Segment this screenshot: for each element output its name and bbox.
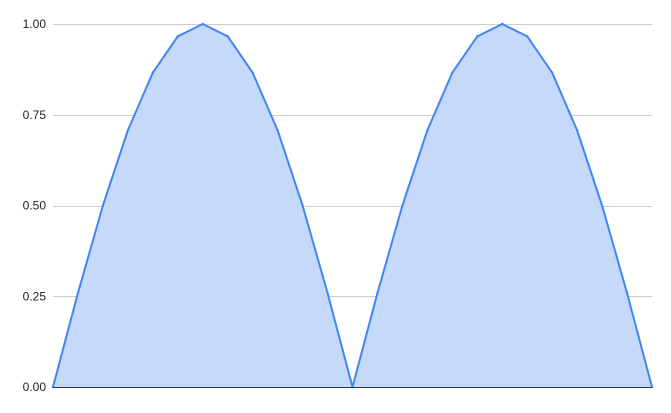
data-point [401,204,403,206]
data-point [251,71,253,73]
data-point [576,129,578,131]
data-point [526,35,528,37]
data-point [376,292,378,294]
data-point [301,204,303,206]
data-point [451,71,453,73]
data-point [276,129,278,131]
area-series [52,23,653,388]
y-axis-tick-labels: 0.00 0.25 0.50 0.75 1.00 [23,17,47,394]
y-tick-label: 0.00 [23,380,47,394]
y-tick-label: 0.25 [23,289,47,303]
area-fill [53,24,652,387]
data-point [626,292,628,294]
data-point [127,129,129,131]
data-point [227,35,229,37]
data-point [102,204,104,206]
data-point [501,23,503,25]
y-tick-label: 1.00 [23,17,47,31]
y-tick-label: 0.50 [23,199,47,213]
data-point [426,129,428,131]
data-point [476,35,478,37]
data-point [152,71,154,73]
data-point [326,292,328,294]
data-point [77,292,79,294]
data-point [601,204,603,206]
y-tick-label: 0.75 [23,108,47,122]
data-point [551,71,553,73]
data-point [202,23,204,25]
data-point [177,35,179,37]
